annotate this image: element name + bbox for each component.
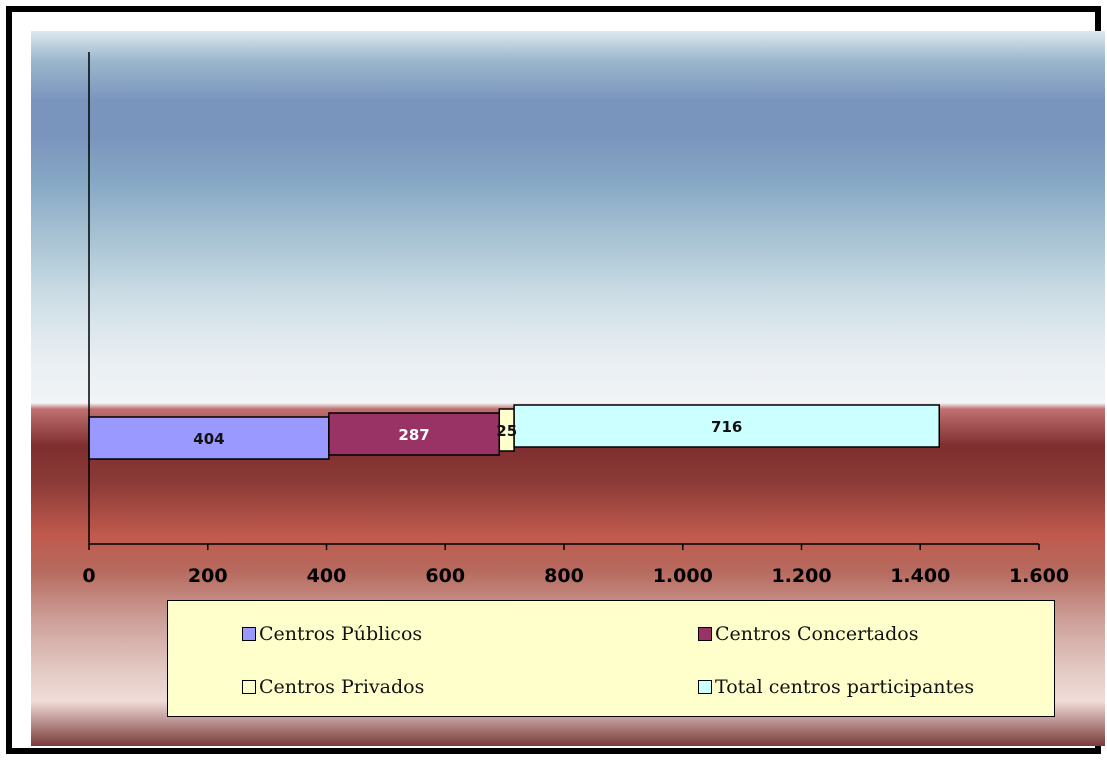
legend-label-total: Total centros participantes — [715, 676, 975, 698]
legend-label-publicos: Centros Públicos — [259, 623, 423, 645]
x-tick-label: 1.400 — [890, 565, 950, 587]
data-label-2: 287 — [398, 426, 429, 444]
x-tick-label: 1.000 — [653, 565, 713, 587]
bar-1 — [88, 416, 330, 460]
legend-label-concertados: Centros Concertados — [715, 623, 919, 645]
x-tick-label: 400 — [307, 565, 347, 587]
legend-swatch-privados — [242, 680, 256, 694]
data-label-3: 25 — [496, 422, 517, 440]
bar-4 — [513, 404, 940, 448]
legend: Centros Públicos Centros Concertados Cen… — [167, 600, 1055, 717]
data-label-1: 404 — [193, 430, 224, 448]
bar-2 — [328, 412, 501, 456]
x-tick-label: 200 — [188, 565, 228, 587]
x-tick-label: 1.200 — [771, 565, 831, 587]
x-tick-label: 1.600 — [1009, 565, 1069, 587]
legend-label-privados: Centros Privados — [259, 676, 425, 698]
legend-item-privados: Centros Privados — [242, 676, 424, 698]
legend-item-publicos: Centros Públicos — [242, 623, 422, 645]
x-tick-label: 800 — [544, 565, 584, 587]
legend-item-total: Total centros participantes — [698, 676, 974, 698]
x-tick-label: 600 — [425, 565, 465, 587]
legend-swatch-total — [698, 680, 712, 694]
legend-swatch-concertados — [698, 627, 712, 641]
x-tick-label: 0 — [82, 565, 95, 587]
legend-item-concertados: Centros Concertados — [698, 623, 918, 645]
legend-swatch-publicos — [242, 627, 256, 641]
data-label-4: 716 — [711, 418, 742, 436]
